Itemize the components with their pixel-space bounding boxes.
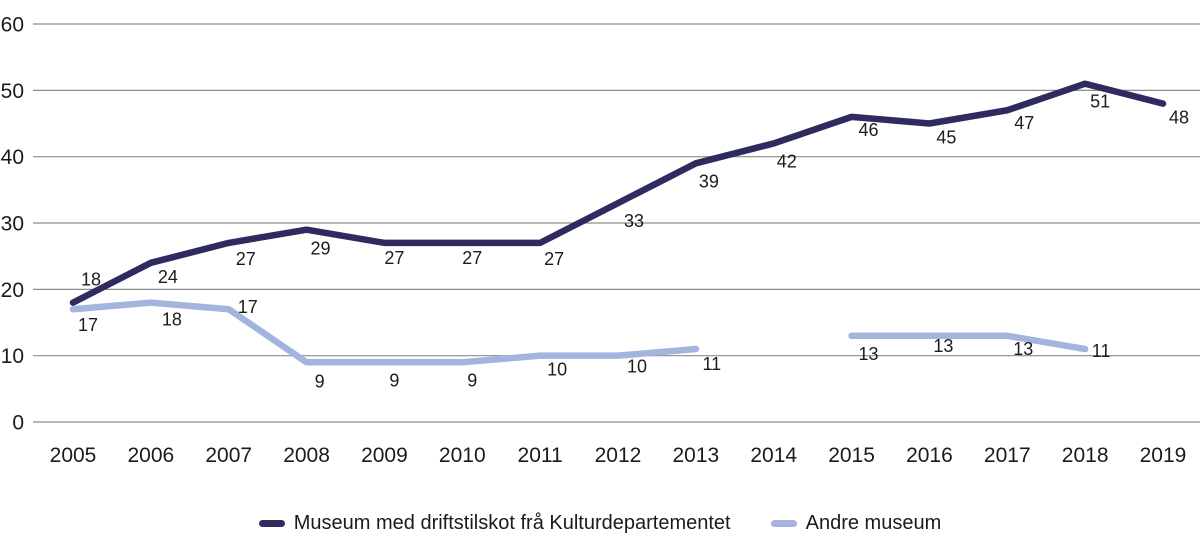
chart-legend: Museum med driftstilskot frå Kulturdepar… [0, 501, 1200, 545]
series-line-andre-museum [848, 332, 1089, 353]
series-line-andre-museum [69, 299, 700, 366]
x-axis-label: 2016 [906, 444, 953, 467]
x-axis-label: 2010 [439, 444, 486, 467]
data-label: 39 [699, 171, 719, 191]
y-axis-tick-label: 40 [1, 146, 24, 169]
y-axis-tick-label: 30 [1, 213, 24, 236]
legend-label-museum-driftstilskot: Museum med driftstilskot frå Kulturdepar… [293, 511, 731, 534]
x-axis-label: 2006 [127, 444, 174, 467]
legend-marker-dark [258, 519, 285, 527]
x-axis-label: 2013 [672, 444, 719, 467]
data-label: 51 [1090, 92, 1110, 112]
data-label: 27 [384, 248, 404, 268]
data-label: 33 [624, 211, 644, 231]
data-label: 27 [544, 249, 564, 269]
legend-marker-light [770, 519, 797, 527]
legend-label-andre-museum: Andre museum [805, 511, 942, 534]
data-label: 27 [462, 248, 482, 268]
data-label: 17 [238, 297, 258, 317]
y-axis-tick-label: 10 [1, 345, 24, 368]
data-label: 9 [389, 370, 399, 390]
data-label: 47 [1014, 113, 1034, 133]
series-line-driftstilskot [69, 80, 1167, 306]
data-label: 11 [1092, 341, 1111, 361]
x-axis-label: 2009 [361, 444, 408, 467]
data-label: 29 [311, 239, 331, 259]
data-label: 9 [467, 370, 477, 390]
x-axis-label: 2015 [828, 444, 875, 467]
x-axis-label: 2007 [205, 444, 252, 467]
x-axis-label: 2011 [518, 444, 563, 467]
data-label: 10 [627, 357, 647, 377]
data-label: 42 [777, 151, 797, 171]
data-label: 9 [315, 371, 325, 391]
data-label: 13 [933, 336, 953, 356]
data-label: 13 [859, 344, 879, 364]
data-label: 24 [158, 267, 178, 287]
x-axis-label: 2014 [750, 444, 797, 467]
data-label: 17 [78, 315, 98, 335]
data-label: 13 [1013, 339, 1033, 359]
x-axis-label: 2008 [283, 444, 330, 467]
data-label: 27 [236, 249, 256, 269]
legend-item-museum-driftstilskot: Museum med driftstilskot frå Kulturdepar… [258, 511, 731, 535]
x-axis-label: 2017 [984, 444, 1031, 467]
x-axis-label: 2005 [50, 444, 97, 467]
y-axis-tick-label: 20 [1, 279, 24, 302]
y-axis-tick-label: 0 [12, 412, 24, 435]
x-axis-label: 2012 [595, 444, 642, 467]
x-axis-label: 2018 [1062, 444, 1109, 467]
data-label: 45 [936, 128, 956, 148]
data-label: 48 [1169, 108, 1189, 128]
legend-item-andre-museum: Andre museum [770, 511, 942, 535]
data-label: 46 [859, 120, 879, 140]
data-label: 18 [162, 310, 182, 330]
y-axis-tick-label: 60 [1, 14, 24, 37]
y-axis-tick-label: 50 [1, 80, 24, 103]
data-label: 10 [547, 360, 567, 380]
data-label: 11 [703, 354, 722, 374]
chart-canvas: 0 10 20 30 40 50 60 2005 2006 2007 2008 2009 2010 201… [1, 14, 1200, 467]
data-label: 18 [81, 270, 101, 290]
x-axis-label: 2019 [1140, 444, 1187, 467]
